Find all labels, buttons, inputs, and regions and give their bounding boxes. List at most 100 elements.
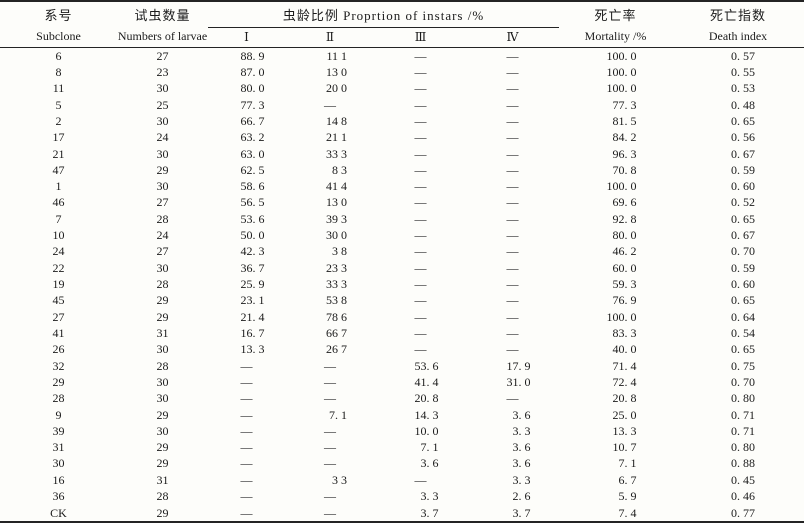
cell-mortality-pct: 72. 4 — [612, 374, 637, 389]
cell-mortality-pct: 76. 9 — [612, 293, 637, 308]
cell-instar-3-pct: 3. 3 — [420, 489, 439, 504]
cell-subclone: 8 — [55, 64, 62, 79]
cell-subclone: 10 — [52, 228, 65, 243]
cell-death-index: 0. 65 — [731, 342, 756, 357]
cell-subclone: 19 — [52, 277, 65, 292]
cell-instar-3-pct: — — [414, 64, 427, 79]
cell-instar-4-pct: — — [506, 309, 519, 324]
cell-mortality-pct: 59. 3 — [612, 277, 637, 292]
cell-instar-4-pct: — — [506, 130, 519, 145]
cell-mortality-pct: 81. 5 — [612, 113, 637, 128]
cell-instar-2-pct: 30 0 — [326, 228, 347, 243]
cell-larvae-count: 30 — [156, 146, 169, 161]
cell-instar-3-pct: — — [414, 293, 427, 308]
cell-subclone: 7 — [55, 211, 62, 226]
cell-larvae-count: 28 — [156, 211, 169, 226]
cell-instar-3-pct: 41. 4 — [414, 374, 439, 389]
cell-instar-2-pct: 21 1 — [326, 130, 347, 145]
table-row: 7 28 53. 6 39 3 — — 92. 8 0. 65 — [0, 211, 804, 227]
cell-mortality-pct: 25. 0 — [612, 407, 637, 422]
cell-subclone: 11 — [52, 81, 65, 96]
cell-mortality-pct: 100. 0 — [606, 48, 637, 63]
table-row: 21 30 63. 0 33 3 — — 96. 3 0. 67 — [0, 145, 804, 161]
cell-death-index: 0. 54 — [731, 325, 756, 340]
cell-larvae-count: 29 — [156, 407, 169, 422]
cell-instar-1-pct: 63. 0 — [240, 146, 265, 161]
col-header-instar-3: Ⅲ — [375, 27, 466, 48]
cell-instar-3-pct: — — [414, 130, 427, 145]
cell-mortality-pct: 7. 1 — [618, 456, 637, 471]
cell-mortality-pct: 96. 3 — [612, 146, 637, 161]
cell-death-index: 0. 67 — [731, 228, 756, 243]
cell-instar-4-pct: — — [506, 97, 519, 112]
cell-subclone: 28 — [52, 391, 65, 406]
cell-instar-4-pct: — — [506, 260, 519, 275]
cell-instar-4-pct: 17. 9 — [506, 358, 531, 373]
cell-instar-2-pct: 11 1 — [326, 48, 347, 63]
cell-instar-2-pct: 41 4 — [326, 179, 347, 194]
cell-larvae-count: 30 — [156, 113, 169, 128]
cell-instar-1-pct: 63. 2 — [240, 130, 265, 145]
cell-instar-1-pct: 42. 3 — [240, 244, 265, 259]
cell-instar-4-pct: — — [506, 179, 519, 194]
col-header-mortality-zh: 死亡率 — [594, 8, 637, 23]
cell-instar-2-pct: 7. 1 — [329, 407, 347, 422]
table-row: 17 24 63. 2 21 1 — — 84. 2 0. 56 — [0, 129, 804, 145]
cell-mortality-pct: 5. 9 — [618, 489, 637, 504]
cell-subclone: 41 — [52, 325, 65, 340]
cell-mortality-pct: 100. 0 — [606, 81, 637, 96]
cell-mortality-pct: 80. 0 — [612, 228, 637, 243]
cell-instar-4-pct: — — [506, 162, 519, 177]
cell-subclone: 22 — [52, 260, 65, 275]
cell-mortality-pct: 20. 8 — [612, 391, 637, 406]
cell-death-index: 0. 71 — [731, 423, 756, 438]
cell-instar-1-pct: — — [240, 440, 253, 455]
cell-instar-3-pct: — — [414, 342, 427, 357]
cell-larvae-count: 30 — [156, 391, 169, 406]
cell-instar-1-pct: — — [240, 407, 253, 422]
cell-death-index: 0. 53 — [731, 81, 756, 96]
table-row: CK 29 — — 3. 7 3. 7 7. 4 0. 77 — [0, 504, 804, 522]
cell-mortality-pct: 100. 0 — [606, 309, 637, 324]
cell-mortality-pct: 71. 4 — [612, 358, 637, 373]
cell-mortality-pct: 60. 0 — [612, 260, 637, 275]
cell-larvae-count: 30 — [156, 342, 169, 357]
col-header-mortality-en: Mortality /% — [559, 27, 673, 48]
cell-death-index: 0. 59 — [731, 162, 756, 177]
cell-death-index: 0. 75 — [731, 358, 756, 373]
cell-instar-1-pct: 56. 5 — [240, 195, 265, 210]
cell-death-index: 0. 48 — [731, 97, 756, 112]
cell-instar-2-pct: 33 3 — [326, 146, 347, 161]
cell-instar-4-pct: 2. 6 — [512, 489, 531, 504]
cell-instar-2-pct: 33 3 — [326, 277, 347, 292]
cell-larvae-count: 30 — [156, 179, 169, 194]
cell-mortality-pct: 69. 6 — [612, 195, 637, 210]
cell-instar-4-pct: 3. 3 — [512, 472, 531, 487]
cell-instar-2-pct: — — [324, 505, 336, 520]
cell-larvae-count: 30 — [156, 260, 169, 275]
cell-mortality-pct: 40. 0 — [612, 342, 637, 357]
cell-instar-1-pct: 66. 7 — [240, 113, 265, 128]
table-row: 22 30 36. 7 23 3 — — 60. 0 0. 59 — [0, 260, 804, 276]
col-header-subclone-en: Subclone — [0, 27, 117, 48]
col-header-instars-group: 虫龄比例 Proprtion of instars /% — [208, 1, 560, 28]
cell-death-index: 0. 57 — [731, 48, 756, 63]
table-row: 45 29 23. 1 53 8 — — 76. 9 0. 65 — [0, 292, 804, 308]
cell-instar-2-pct: 53 8 — [326, 293, 347, 308]
cell-instar-1-pct: 23. 1 — [240, 293, 265, 308]
cell-instar-1-pct: — — [240, 456, 253, 471]
cell-subclone: 2 — [55, 113, 62, 128]
cell-subclone: 21 — [52, 146, 65, 161]
cell-mortality-pct: 6. 7 — [618, 472, 637, 487]
col-header-death-index-zh: 死亡指数 — [710, 8, 767, 23]
cell-instar-4-pct: — — [506, 391, 519, 406]
cell-larvae-count: 23 — [156, 64, 169, 79]
cell-death-index: 0. 71 — [731, 407, 756, 422]
cell-subclone: 46 — [52, 195, 65, 210]
cell-instar-4-pct: 3. 3 — [512, 423, 531, 438]
table-row: 31 29 — — 7. 1 3. 6 10. 7 0. 80 — [0, 439, 804, 455]
cell-instar-3-pct: — — [414, 97, 427, 112]
cell-instar-4-pct: — — [506, 228, 519, 243]
cell-mortality-pct: 70. 8 — [612, 162, 637, 177]
cell-death-index: 0. 65 — [731, 211, 756, 226]
